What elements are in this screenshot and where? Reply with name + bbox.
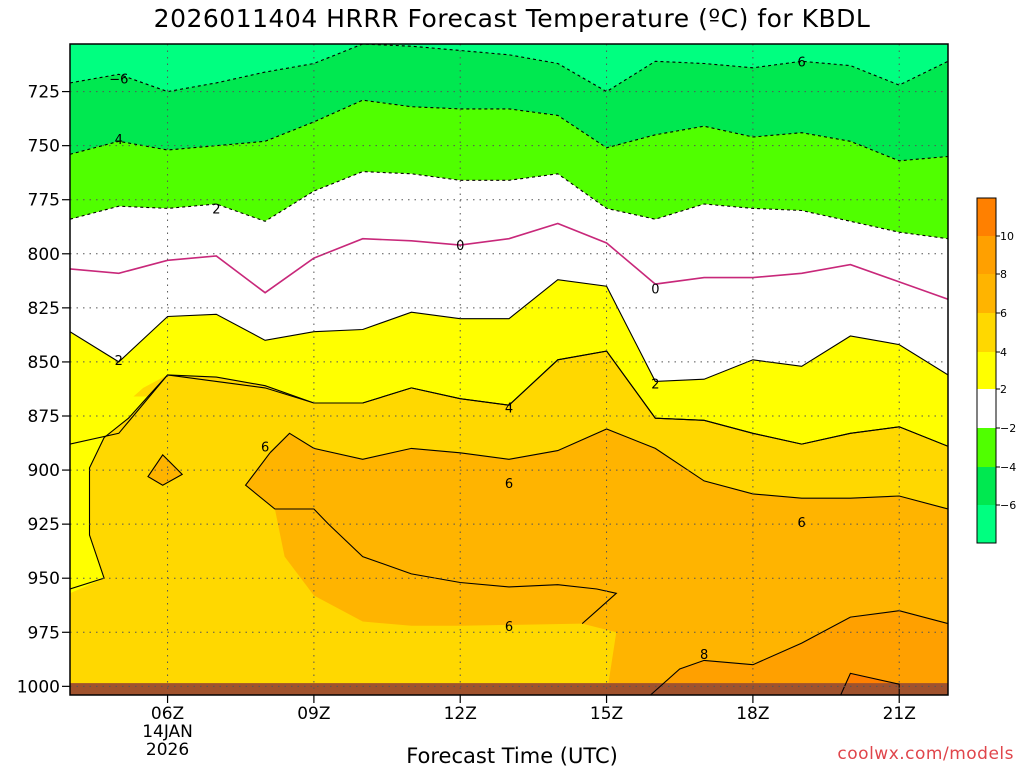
colorbar-swatch xyxy=(977,352,996,389)
x-tick-label: 15Z xyxy=(590,704,623,724)
isotherm-plus8 xyxy=(650,610,948,695)
y-tick-label: 775 xyxy=(28,191,60,211)
isotherm-layer xyxy=(70,44,948,695)
grid-layer xyxy=(70,44,948,695)
colorbar-label: −2 xyxy=(1000,422,1016,435)
band-6-to-8 xyxy=(245,429,948,695)
colorbar-label: 10 xyxy=(1000,230,1014,243)
y-tick-label: 975 xyxy=(28,623,60,643)
contour-label: 2 xyxy=(651,378,659,393)
contour-label: −6 xyxy=(109,73,128,88)
x-tick-label: 21Z xyxy=(883,704,916,724)
band-below-minus6 xyxy=(70,44,948,92)
x-tick-label: 12Z xyxy=(444,704,477,724)
x-date-label: 14JAN xyxy=(142,722,193,742)
band-2-to-4 xyxy=(70,279,948,447)
contour-label: 6 xyxy=(505,620,513,635)
y-tick-label: 750 xyxy=(28,137,60,157)
colorbar-swatch xyxy=(977,428,996,467)
y-tick-label: 725 xyxy=(28,83,60,103)
contour-label: 6 xyxy=(798,516,806,531)
isotherm-minus4 xyxy=(70,99,948,162)
ground-surface xyxy=(70,683,948,695)
contour-label: 2 xyxy=(212,202,220,217)
colorbar-swatch xyxy=(977,274,996,313)
site-credit-link[interactable]: coolwx.com/models xyxy=(837,744,1014,764)
colorbar-label: 4 xyxy=(1000,346,1007,359)
contour-label: 0 xyxy=(456,239,464,254)
isotherm-plus10 xyxy=(840,672,900,695)
contour-label: 6 xyxy=(798,55,806,70)
y-tick-label: 900 xyxy=(28,461,60,481)
colorbar-label: 6 xyxy=(1000,307,1007,320)
chart-title: 2026011404 HRRR Forecast Temperature (ºC… xyxy=(153,4,871,33)
y-tick-label: 800 xyxy=(28,245,60,265)
x-tick-label: 18Z xyxy=(736,704,769,724)
isotherm-plus6-upper xyxy=(269,428,948,510)
x-axis-label: Forecast Time (UTC) xyxy=(406,744,618,768)
colorbar-label: 8 xyxy=(1000,268,1007,281)
band-minus4-to-minus2 xyxy=(70,100,948,239)
y-tick-label: 850 xyxy=(28,353,60,373)
isotherm-minus6 xyxy=(70,44,948,93)
x-tick-label: 06Z xyxy=(151,704,184,724)
contour-label: 0 xyxy=(651,282,659,297)
temperature-fill-layer xyxy=(70,44,948,695)
y-tick-label: 925 xyxy=(28,515,60,535)
colorbar-label: 2 xyxy=(1000,383,1007,396)
band-8-to-10 xyxy=(650,610,948,695)
band-minus6-to-minus4 xyxy=(70,44,948,161)
isotherm-minus2 xyxy=(70,171,948,240)
band-minus2-to-2 xyxy=(70,171,948,382)
contour-label: 8 xyxy=(700,648,708,663)
y-tick-label: 1000 xyxy=(17,677,60,697)
isotherm-plus2 xyxy=(70,279,948,382)
isotherm-zero xyxy=(70,222,948,300)
y-tick-label: 875 xyxy=(28,407,60,427)
contour-label: 4 xyxy=(505,401,513,416)
band-6-to-8-pocket xyxy=(148,454,183,486)
colorbar-swatch xyxy=(977,198,996,236)
y-axis: 725 750 775 800 825 850 875 900 925 950 975 1000 xyxy=(17,83,70,697)
isotherm-plus4-lower xyxy=(70,350,948,590)
contour-label: 6 xyxy=(261,440,269,455)
contour-label: 2 xyxy=(115,354,123,369)
x-tick-label: 09Z xyxy=(297,704,330,724)
y-tick-label: 825 xyxy=(28,299,60,319)
colorbar-frame xyxy=(976,197,997,544)
colorbar-swatch xyxy=(977,236,996,274)
colorbar: 10 8 6 4 2 −2 −4 −6 xyxy=(976,197,1016,544)
colorbar-label: −4 xyxy=(1000,461,1016,474)
colorbar-swatch xyxy=(977,505,996,543)
colorbar-label: −6 xyxy=(1000,499,1016,512)
contour-label: 6 xyxy=(505,477,513,492)
isotherm-plus6-pocket xyxy=(147,454,184,486)
contour-label: 4 xyxy=(115,133,123,148)
plot-frame xyxy=(69,43,949,696)
colorbar-swatch xyxy=(977,389,996,428)
isotherm-plus6-west xyxy=(244,452,618,625)
x-date-label: 2026 xyxy=(146,740,189,760)
colorbar-swatch xyxy=(977,467,996,505)
colorbar-swatch xyxy=(977,313,996,352)
contour-label-layer: −6 6 4 2 0 0 2 2 4 6 6 6 6 8 xyxy=(109,55,806,663)
y-tick-label: 950 xyxy=(28,569,60,589)
